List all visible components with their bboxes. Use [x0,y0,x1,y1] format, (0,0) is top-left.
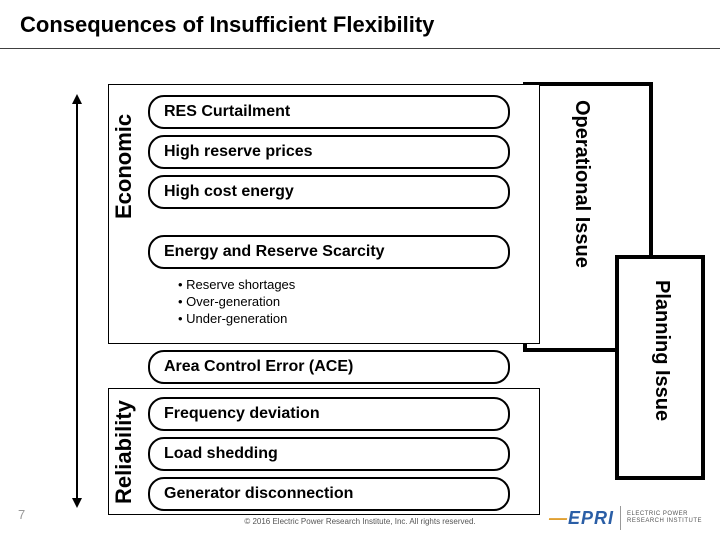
logo-separator [620,506,621,530]
pill-res-curtailment: RES Curtailment [148,95,510,129]
reliability-label: Reliability [111,393,137,511]
epri-logo-words: ELECTRIC POWERRESEARCH INSTITUTE [627,511,702,524]
title-rule [0,48,720,49]
bullet-item: • Over-generation [178,294,295,311]
pill-high-reserve-prices: High reserve prices [148,135,510,169]
pill-frequency-deviation: Frequency deviation [148,397,510,431]
pill-energy-reserve-scarcity: Energy and Reserve Scarcity [148,235,510,269]
bullet-item: • Under-generation [178,311,295,328]
slide-title: Consequences of Insufficient Flexibility [20,12,434,38]
pill-load-shedding: Load shedding [148,437,510,471]
planning-issue-label: Planning Issue [650,280,673,421]
operational-issue-label: Operational Issue [570,100,593,268]
epri-logo: —EPRI ELECTRIC POWERRESEARCH INSTITUTE [549,506,702,530]
arrow-line [76,103,78,499]
scarcity-bullets: • Reserve shortages • Over-generation • … [178,277,295,328]
pill-high-cost-energy: High cost energy [148,175,510,209]
slide-root: Consequences of Insufficient Flexibility… [0,0,720,540]
economic-label: Economic [111,92,137,240]
pill-ace: Area Control Error (ACE) [148,350,510,384]
arrow-down-icon [72,498,82,508]
epri-logo-mark: —EPRI [549,508,614,529]
bullet-item: • Reserve shortages [178,277,295,294]
pill-generator-disconnection: Generator disconnection [148,477,510,511]
